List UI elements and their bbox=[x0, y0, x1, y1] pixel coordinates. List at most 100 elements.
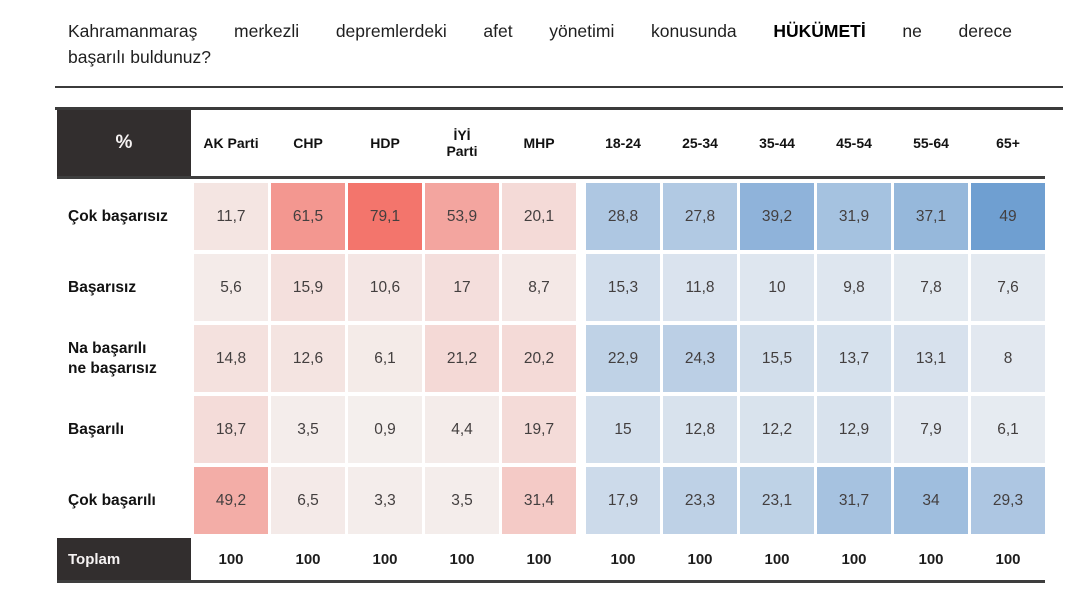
heatmap-cell: 3,5 bbox=[425, 467, 499, 534]
total-cell: 100 bbox=[586, 538, 660, 580]
header-underline bbox=[57, 176, 1045, 179]
group-divider bbox=[579, 110, 583, 176]
heatmap-cell: 27,8 bbox=[663, 183, 737, 250]
heatmap-cell: 53,9 bbox=[425, 183, 499, 250]
heatmap-cell: 79,1 bbox=[348, 183, 422, 250]
group-divider bbox=[579, 325, 583, 392]
heatmap-cell: 21,2 bbox=[425, 325, 499, 392]
heatmap-cell: 31,4 bbox=[502, 467, 576, 534]
row-label-4: Başarılı bbox=[68, 420, 125, 438]
table-row: Çok başarılı 49,2 6,5 3,3 3,5 31,4 17,9 23,3 23,… bbox=[57, 467, 1045, 534]
heatmap-cell: 8,7 bbox=[502, 254, 576, 321]
heatmap-cell: 11,7 bbox=[194, 183, 268, 250]
heatmap-cell: 15,5 bbox=[740, 325, 814, 392]
heatmap-cell: 20,2 bbox=[502, 325, 576, 392]
heatmap-cell: 6,5 bbox=[271, 467, 345, 534]
group-divider bbox=[579, 467, 583, 534]
heatmap-cell: 13,7 bbox=[817, 325, 891, 392]
table-row: Çok başarısız 11,7 61,5 79,1 53,9 20,1 28,8 27,… bbox=[57, 183, 1045, 250]
group-divider bbox=[579, 396, 583, 463]
heatmap-cell: 15,9 bbox=[271, 254, 345, 321]
heatmap-cell: 31,7 bbox=[817, 467, 891, 534]
group-divider bbox=[579, 183, 583, 250]
table-row: Başarısız 5,6 15,9 10,6 17 8,7 15,3 11,8 10 9,8 7,… bbox=[57, 254, 1045, 321]
table-row: Na başarılı ne başarısız 14,8 12,6 6,1 21,2 2… bbox=[57, 325, 1045, 392]
heatmap-cell: 18,7 bbox=[194, 396, 268, 463]
heatmap-cell: 10,6 bbox=[348, 254, 422, 321]
column-header-1: AK Parti bbox=[203, 134, 259, 151]
group-divider bbox=[579, 254, 583, 321]
heatmap-cell: 17,9 bbox=[586, 467, 660, 534]
column-header-3: HDP bbox=[370, 134, 400, 151]
heatmap-cell: 49 bbox=[971, 183, 1045, 250]
total-cell: 100 bbox=[740, 538, 814, 580]
heatmap-cell: 12,8 bbox=[663, 396, 737, 463]
heatmap-cell: 3,3 bbox=[348, 467, 422, 534]
heatmap-cell: 19,7 bbox=[502, 396, 576, 463]
heatmap-cell: 0,9 bbox=[348, 396, 422, 463]
heatmap-cell: 24,3 bbox=[663, 325, 737, 392]
question-text-prefix: Kahramanmaraş merkezli depremlerdeki afe… bbox=[68, 21, 737, 41]
total-cell: 100 bbox=[194, 538, 268, 580]
heatmap-cell: 22,9 bbox=[586, 325, 660, 392]
heatmap-cell: 7,8 bbox=[894, 254, 968, 321]
column-header-5: MHP bbox=[523, 134, 555, 151]
heatmap-cell: 20,1 bbox=[502, 183, 576, 250]
heatmap-cell: 49,2 bbox=[194, 467, 268, 534]
table-row: Başarılı 18,7 3,5 0,9 4,4 19,7 15 12,8 12,2 12,9 7… bbox=[57, 396, 1045, 463]
column-header-10: 55-64 bbox=[913, 134, 949, 151]
heatmap-cell: 31,9 bbox=[817, 183, 891, 250]
heatmap-cell: 23,3 bbox=[663, 467, 737, 534]
total-cell: 100 bbox=[502, 538, 576, 580]
heatmap-cell: 9,8 bbox=[817, 254, 891, 321]
heatmap-cell: 12,2 bbox=[740, 396, 814, 463]
column-header-11: 65+ bbox=[996, 134, 1020, 151]
total-cell: 100 bbox=[971, 538, 1045, 580]
row-label-5: Çok başarılı bbox=[68, 491, 156, 509]
heatmap-cell: 39,2 bbox=[740, 183, 814, 250]
title-divider bbox=[55, 86, 1063, 88]
heatmap-cell: 6,1 bbox=[348, 325, 422, 392]
heatmap-cell: 6,1 bbox=[971, 396, 1045, 463]
heatmap-cell: 5,6 bbox=[194, 254, 268, 321]
total-cell: 100 bbox=[663, 538, 737, 580]
question-bold-word: HÜKÜMETİ bbox=[773, 21, 866, 41]
heatmap-cell: 34 bbox=[894, 467, 968, 534]
heatmap-cell: 12,6 bbox=[271, 325, 345, 392]
column-header-9: 45-54 bbox=[836, 134, 872, 151]
total-row: Toplam 100 100 100 100 100 100 100 100 100 100 100 bbox=[57, 538, 1045, 580]
heatmap-cell: 14,8 bbox=[194, 325, 268, 392]
heatmap-cell: 28,8 bbox=[586, 183, 660, 250]
column-header-8: 35-44 bbox=[759, 134, 795, 151]
heatmap-cell: 12,9 bbox=[817, 396, 891, 463]
heatmap-cell: 17 bbox=[425, 254, 499, 321]
row-label-1: Çok başarısız bbox=[68, 207, 168, 225]
heatmap-cell: 7,6 bbox=[971, 254, 1045, 321]
row-label-2: Başarısız bbox=[68, 278, 137, 296]
heatmap-cell: 4,4 bbox=[425, 396, 499, 463]
question-text-suffix: ne derece bbox=[902, 21, 1013, 41]
column-header-7: 25-34 bbox=[682, 134, 718, 151]
total-cell: 100 bbox=[271, 538, 345, 580]
heatmap-cell: 7,9 bbox=[894, 396, 968, 463]
total-cell: 100 bbox=[817, 538, 891, 580]
heatmap-cell: 3,5 bbox=[271, 396, 345, 463]
heatmap-cell: 61,5 bbox=[271, 183, 345, 250]
question-title: Kahramanmaraş merkezli depremlerdeki afe… bbox=[68, 18, 1012, 70]
group-divider bbox=[579, 538, 583, 580]
row-label-3: Na başarılı ne başarısız bbox=[68, 340, 157, 377]
column-header-4: İYİ Parti bbox=[446, 126, 478, 159]
table-top-rule bbox=[55, 107, 1063, 110]
table-bottom-rule bbox=[57, 580, 1045, 583]
header-row: % AK Parti CHP HDP İYİ Parti MHP 18-24 25-34 35-… bbox=[57, 110, 1045, 176]
heatmap-cell: 15,3 bbox=[586, 254, 660, 321]
heatmap-cell: 29,3 bbox=[971, 467, 1045, 534]
heatmap-table: % AK Parti CHP HDP İYİ Parti MHP 18-24 25-34 35-… bbox=[57, 110, 1045, 583]
question-title-line2: başarılı buldunuz? bbox=[68, 47, 212, 67]
column-header-2: CHP bbox=[293, 134, 323, 151]
heatmap-cell: 10 bbox=[740, 254, 814, 321]
table-corner-percent-label: % bbox=[57, 110, 191, 176]
question-title-line1: Kahramanmaraş merkezli depremlerdeki afe… bbox=[68, 18, 1012, 44]
heatmap-cell: 15 bbox=[586, 396, 660, 463]
